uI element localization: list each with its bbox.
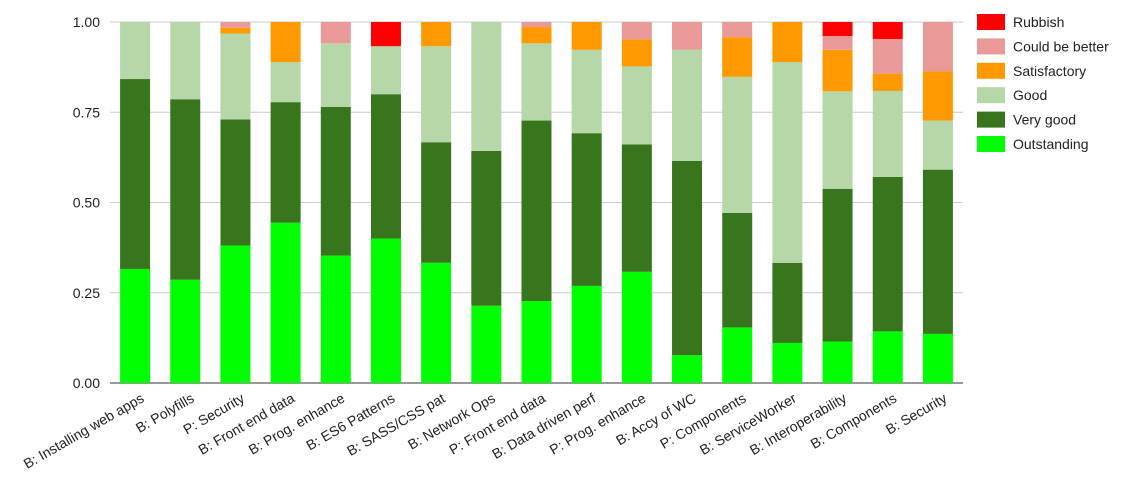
y-tick-label: 1.00 [73, 14, 100, 30]
bar-segment [521, 43, 552, 121]
y-tick-label: 0.25 [73, 285, 100, 301]
bar-segment [521, 120, 552, 302]
bar-segment [421, 22, 452, 47]
bar-segment [120, 79, 151, 269]
bar-segment [220, 27, 251, 34]
bar-segment [621, 271, 652, 383]
bar-segment [822, 49, 853, 92]
legend-label: Very good [1013, 112, 1076, 128]
y-tick-label: 0.00 [73, 375, 100, 391]
bar-segment [521, 301, 552, 383]
bar-segment [922, 120, 953, 170]
x-category-label: B: Components [808, 390, 900, 452]
bar-segment [922, 333, 953, 383]
legend-swatch [977, 62, 1005, 79]
legend-label: Could be better [1013, 38, 1109, 54]
bar-segment [320, 43, 351, 107]
bar-segment [421, 46, 452, 143]
bar-segment [922, 71, 953, 121]
bar-segment [370, 238, 401, 383]
bar-segment [571, 49, 602, 134]
bar-segment [621, 22, 652, 40]
legend-swatch [977, 38, 1005, 55]
bar-segment [722, 37, 753, 77]
bar-segment [922, 22, 953, 72]
bar-segment [772, 262, 803, 343]
bar-segment [170, 22, 201, 100]
bar-segment [220, 22, 251, 28]
bar-segment [621, 66, 652, 145]
bar-segment [822, 91, 853, 189]
legend-label: Outstanding [1013, 136, 1089, 152]
bars [120, 22, 953, 383]
bar-segment [471, 22, 502, 151]
bar-segment [120, 22, 151, 80]
bar-segment [822, 22, 853, 37]
bar-segment [320, 106, 351, 256]
bar-segment [772, 62, 803, 263]
bar-segment [922, 169, 953, 334]
bar-segment [772, 22, 803, 63]
legend: Rubbish Could be better Satisfactory Good Ve… [977, 14, 1109, 152]
bar-segment [320, 255, 351, 383]
bar-segment [370, 94, 401, 239]
bar-segment [220, 245, 251, 383]
legend-swatch [977, 111, 1005, 128]
bar-segment [822, 36, 853, 50]
bar-segment [270, 22, 301, 63]
bar-segment [722, 212, 753, 328]
bar-segment [370, 22, 401, 47]
legend-label: Rubbish [1013, 14, 1064, 30]
bar-segment [722, 22, 753, 38]
bar-segment [120, 268, 151, 383]
bar-segment [872, 22, 903, 39]
x-category-label: B: Installing web apps [21, 390, 147, 472]
bar-segment [521, 27, 552, 44]
bar-segment [772, 342, 803, 383]
bar-segment [872, 331, 903, 383]
bar-segment [621, 39, 652, 67]
y-tick-label: 0.50 [73, 195, 100, 211]
bar-segment [872, 90, 903, 177]
bar-segment [270, 222, 301, 383]
legend-swatch [977, 14, 1005, 30]
y-tick-label: 0.75 [73, 104, 100, 120]
bar-segment [170, 279, 201, 383]
bar-segment [270, 102, 301, 223]
bar-segment [872, 38, 903, 74]
bar-segment [521, 22, 552, 28]
bar-segment [722, 76, 753, 213]
legend-label: Good [1013, 87, 1047, 103]
bar-segment [672, 22, 703, 50]
legend-swatch [977, 136, 1005, 152]
bar-segment [471, 150, 502, 306]
bar-segment [421, 262, 452, 383]
bar-segment [421, 142, 452, 263]
bar-segment [571, 133, 602, 286]
y-axis: 0.00 0.25 0.50 0.75 1.00 [73, 14, 100, 391]
bar-segment [621, 144, 652, 272]
bar-segment [672, 49, 703, 161]
bar-segment [672, 160, 703, 356]
bar-segment [722, 327, 753, 383]
bar-segment [220, 33, 251, 120]
bar-segment [872, 73, 903, 91]
bar-segment [571, 285, 602, 383]
bar-segment [571, 22, 602, 50]
legend-swatch [977, 87, 1005, 104]
bar-segment [822, 341, 853, 383]
bar-segment [471, 305, 502, 383]
bar-segment [270, 62, 301, 103]
bar-segment [320, 22, 351, 44]
bar-segment [220, 119, 251, 246]
legend-label: Satisfactory [1013, 63, 1086, 79]
bar-segment [872, 176, 903, 332]
bar-segment [672, 355, 703, 383]
bar-segment [822, 188, 853, 342]
bar-segment [170, 99, 201, 280]
bar-segment [370, 46, 401, 95]
